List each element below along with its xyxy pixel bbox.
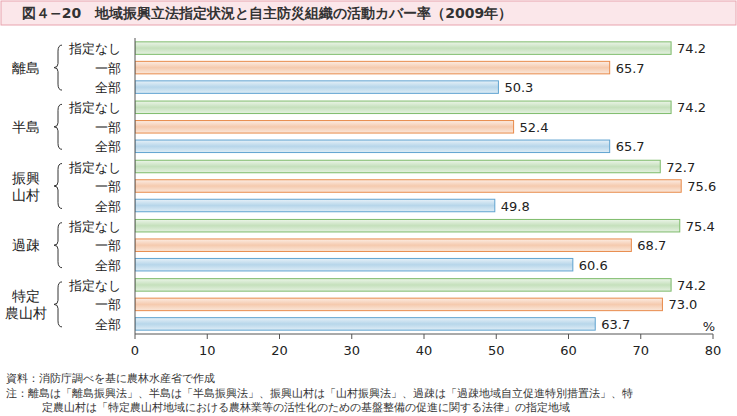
chart: 図４−20 地域振興立法指定状況と自主防災組織の活動カバー率（2009年） 74.… bbox=[0, 0, 737, 416]
x-tick-label: 30 bbox=[343, 343, 360, 358]
category-label: 特定農山村 bbox=[5, 288, 47, 321]
bar bbox=[135, 160, 660, 173]
data-label: 74.2 bbox=[677, 100, 706, 115]
category-label: 過疎 bbox=[12, 237, 40, 253]
category-label-line: 半島 bbox=[12, 119, 40, 135]
x-tick-label: 60 bbox=[560, 343, 577, 358]
x-tick bbox=[424, 334, 425, 339]
x-tick bbox=[279, 334, 280, 339]
bar bbox=[135, 61, 610, 74]
series-label: 一部 bbox=[95, 120, 121, 135]
bar bbox=[135, 279, 671, 292]
series-label: 全部 bbox=[95, 317, 121, 332]
data-label: 65.7 bbox=[616, 139, 645, 154]
series-label: 一部 bbox=[95, 61, 121, 76]
bar bbox=[135, 180, 681, 193]
x-tick-label: 50 bbox=[488, 343, 505, 358]
x-tick-label: 80 bbox=[705, 343, 722, 358]
bars bbox=[135, 42, 681, 330]
note: 注：離島は「離島振興法」、半島は「半島振興法」、振興山村は「山村振興法」、過疎は… bbox=[6, 387, 633, 400]
category-label-line: 農山村 bbox=[5, 305, 47, 321]
category-label: 離島 bbox=[12, 60, 40, 76]
series-label: 指定なし bbox=[68, 100, 121, 115]
series-label: 指定なし bbox=[68, 160, 121, 175]
data-label: 49.8 bbox=[501, 199, 530, 214]
x-tick-label: 40 bbox=[416, 343, 433, 358]
y-axis-line bbox=[135, 38, 136, 334]
x-tick-label: 0 bbox=[131, 343, 139, 358]
bar bbox=[135, 140, 610, 153]
category-label-line: 山村 bbox=[12, 187, 40, 203]
data-label: 75.4 bbox=[686, 219, 715, 234]
series-label: 全部 bbox=[95, 199, 121, 214]
series-label: 一部 bbox=[95, 238, 121, 253]
title-band bbox=[1, 1, 736, 25]
data-label: 73.0 bbox=[668, 297, 697, 312]
bar bbox=[135, 239, 631, 252]
bar bbox=[135, 42, 671, 55]
x-tick-label: 70 bbox=[632, 343, 649, 358]
category-label-line: 振興 bbox=[12, 170, 40, 186]
x-tick bbox=[496, 334, 497, 339]
bar bbox=[135, 81, 498, 94]
data-label: 68.7 bbox=[637, 238, 666, 253]
bar bbox=[135, 101, 671, 114]
x-axis-unit: % bbox=[703, 319, 715, 334]
series-label: 指定なし bbox=[68, 41, 121, 56]
series-label: 一部 bbox=[95, 179, 121, 194]
bar bbox=[135, 121, 514, 134]
bar bbox=[135, 199, 495, 212]
data-label: 50.3 bbox=[504, 80, 533, 95]
x-tick bbox=[713, 334, 714, 339]
x-tick-label: 10 bbox=[199, 343, 216, 358]
x-tick-label: 20 bbox=[271, 343, 288, 358]
group-bracket bbox=[54, 282, 62, 327]
series-label: 指定なし bbox=[68, 219, 121, 234]
series-label: 全部 bbox=[95, 139, 121, 154]
series-label: 全部 bbox=[95, 80, 121, 95]
data-label: 63.7 bbox=[601, 317, 630, 332]
data-label: 72.7 bbox=[666, 160, 695, 175]
note: 定農山村は「特定農山村地域における農林業等の活性化のための基盤整備の促進に関する… bbox=[42, 401, 570, 414]
category-label: 半島 bbox=[12, 119, 40, 135]
bar bbox=[135, 258, 573, 271]
group-bracket bbox=[54, 223, 62, 268]
group-bracket bbox=[54, 45, 62, 90]
series-label: 一部 bbox=[95, 297, 121, 312]
x-tick bbox=[351, 334, 352, 339]
bar bbox=[135, 298, 662, 311]
category-label: 振興山村 bbox=[12, 170, 40, 203]
category-label-line: 過疎 bbox=[12, 237, 40, 253]
bar bbox=[135, 219, 680, 232]
title: 図４−20 地域振興立法指定状況と自主防災組織の活動カバー率（2009年） bbox=[22, 5, 512, 21]
data-label: 60.6 bbox=[579, 258, 608, 273]
data-label: 74.2 bbox=[677, 278, 706, 293]
x-tick bbox=[568, 334, 569, 339]
data-label: 74.2 bbox=[677, 41, 706, 56]
series-label: 指定なし bbox=[68, 278, 121, 293]
bar bbox=[135, 318, 595, 331]
x-tick bbox=[135, 334, 136, 339]
data-label: 52.4 bbox=[520, 120, 549, 135]
group-bracket bbox=[54, 164, 62, 209]
category-label-line: 特定 bbox=[12, 288, 40, 304]
x-tick bbox=[640, 334, 641, 339]
source: 資料：消防庁調べを基に農林水産省で作成 bbox=[6, 372, 215, 385]
data-label: 65.7 bbox=[616, 61, 645, 76]
data-label: 75.6 bbox=[687, 179, 716, 194]
series-label: 全部 bbox=[95, 258, 121, 273]
group-bracket bbox=[54, 104, 62, 149]
x-tick bbox=[207, 334, 208, 339]
category-label-line: 離島 bbox=[12, 60, 40, 76]
